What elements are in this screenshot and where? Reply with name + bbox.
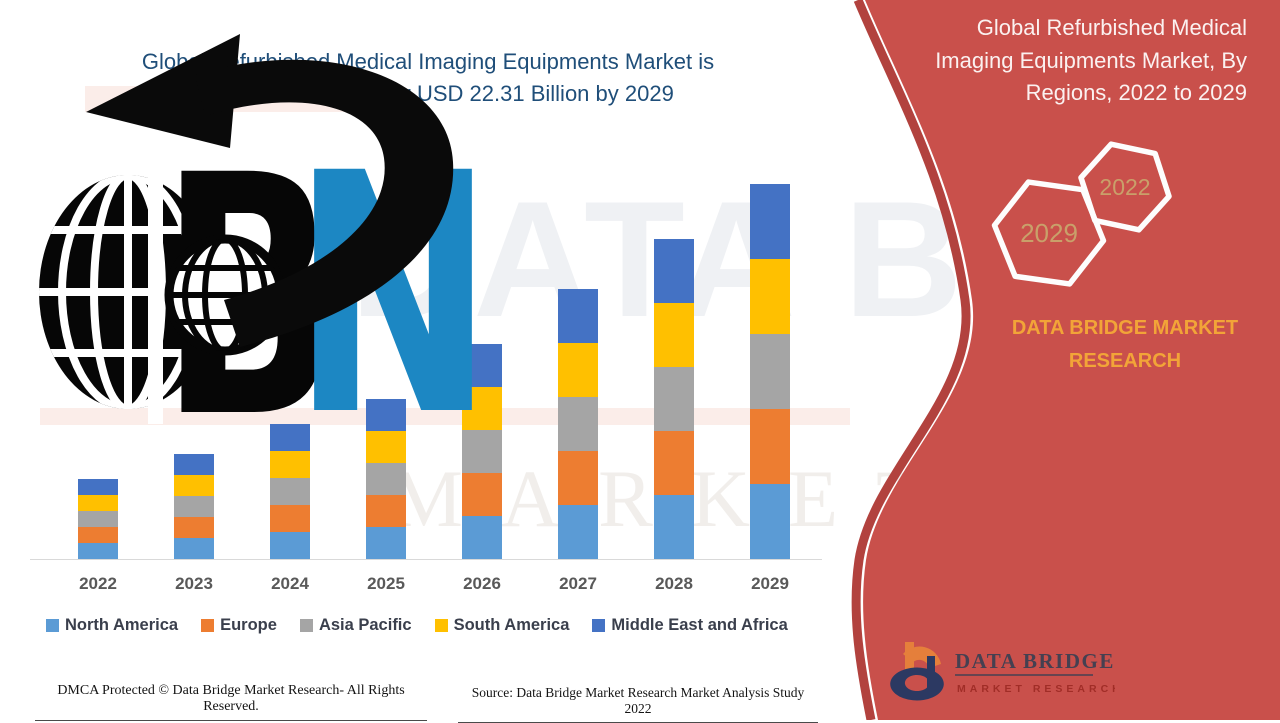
side-panel-background: [863, 0, 1280, 720]
bar-segment-2029-middle-east-and-africa: [750, 184, 790, 259]
bar-segment-2024-south-america: [270, 451, 310, 478]
legend-label: Asia Pacific: [318, 616, 412, 634]
bar-segment-2022-asia-pacific: [78, 511, 118, 527]
bar-segment-2027-asia-pacific: [558, 397, 598, 451]
bar-segment-2027-europe: [558, 451, 598, 505]
side-panel-title-line1: Global Refurbished Medical: [976, 15, 1247, 40]
hexagon-2022: [1078, 141, 1172, 233]
source-note: Source: Data Bridge Market Research Mark…: [458, 685, 818, 723]
bar-segment-2025-asia-pacific: [366, 463, 406, 495]
legend-swatch: [434, 619, 448, 632]
bar-segment-2029-south-america: [750, 259, 790, 334]
bar-segment-2025-north-america: [366, 527, 406, 559]
x-axis-label-2023: 2023: [175, 574, 213, 593]
x-axis-label-2024: 2024: [271, 574, 309, 593]
dmca-notice: DMCA Protected © Data Bridge Market Rese…: [35, 683, 427, 721]
bar-segment-2026-south-america: [462, 387, 502, 430]
x-axis-line: [30, 559, 822, 560]
hexagon-2022-label: 2022: [1099, 174, 1150, 200]
bar-segment-2024-asia-pacific: [270, 478, 310, 505]
bar-segment-2028-europe: [654, 431, 694, 495]
bar-segment-2029-europe: [750, 409, 790, 484]
bar-segment-2023-asia-pacific: [174, 496, 214, 517]
bar-segment-2025-south-america: [366, 431, 406, 463]
bar-segment-2024-north-america: [270, 532, 310, 559]
x-axis-label-2027: 2027: [559, 574, 597, 593]
side-panel-edge: [851, 0, 971, 720]
bar-segment-2026-asia-pacific: [462, 430, 502, 473]
bar-segment-2023-europe: [174, 517, 214, 538]
hexagon-2029-label: 2029: [1020, 218, 1078, 248]
bar-segment-2025-europe: [366, 495, 406, 527]
panel-brand-text: DATA BRIDGE MARKET RESEARCH: [955, 312, 1280, 378]
arrow-icon: [86, 34, 454, 347]
legend-label: Europe: [220, 616, 277, 634]
bar-segment-2024-europe: [270, 505, 310, 532]
bar-segment-2022-south-america: [78, 495, 118, 511]
bar-segment-2022-north-america: [78, 543, 118, 559]
legend-item-north-america: North America: [46, 616, 178, 635]
legend-swatch: [201, 619, 215, 632]
x-axis-labels: 2022 2023 2024 2025 2026 2027 2028 2029: [79, 574, 789, 593]
side-panel-title-line2: Imaging Equipments Market, By: [935, 47, 1247, 73]
year-hexagons: 2022 2029: [991, 141, 1172, 287]
bar-segment-2022-middle-east-and-africa: [78, 479, 118, 495]
bar-segment-2028-north-america: [654, 495, 694, 559]
bar-segment-2027-north-america: [558, 505, 598, 559]
stacked-bar-chart: [78, 184, 790, 559]
legend-label: South America: [453, 616, 570, 634]
footer-logo-name: DATA BRIDGE: [955, 649, 1115, 673]
bar-segment-2024-middle-east-and-africa: [270, 424, 310, 451]
bar-segment-2026-middle-east-and-africa: [462, 344, 502, 387]
bar-segment-2028-south-america: [654, 303, 694, 367]
bar-segment-2029-north-america: [750, 484, 790, 559]
panel-brand-line1: DATA BRIDGE MARKET: [1011, 317, 1239, 339]
bar-segment-2027-south-america: [558, 343, 598, 397]
bar-segment-2023-north-america: [174, 538, 214, 559]
panel-brand-line2: RESEARCH: [1068, 350, 1182, 372]
legend-swatch: [299, 619, 313, 632]
bar-segment-2023-south-america: [174, 475, 214, 496]
bar-segment-2023-middle-east-and-africa: [174, 454, 214, 475]
logo-gap: [148, 162, 163, 424]
bar-segment-2028-asia-pacific: [654, 367, 694, 431]
legend-swatch: [46, 619, 59, 632]
footer-logo-subtitle: MARKET RESEARCH: [957, 683, 1115, 695]
legend-swatch: [592, 619, 606, 632]
legend-label: North America: [65, 616, 179, 634]
legend-label: Middle East and Africa: [611, 616, 788, 634]
bar-segment-2025-middle-east-and-africa: [366, 399, 406, 431]
bar-segment-2026-north-america: [462, 516, 502, 559]
x-axis-label-2028: 2028: [655, 574, 693, 593]
bar-segment-2027-middle-east-and-africa: [558, 289, 598, 343]
x-axis-label-2029: 2029: [751, 574, 789, 593]
bar-segment-2028-middle-east-and-africa: [654, 239, 694, 303]
hexagon-2029: [991, 179, 1107, 287]
side-panel-title: Global Refurbished Medical Imaging Equip…: [847, 12, 1247, 110]
x-axis-label-2025: 2025: [367, 574, 405, 593]
bar-segment-2022-europe: [78, 527, 118, 543]
bar-segment-2026-europe: [462, 473, 502, 516]
side-panel-title-line3: Regions, 2022 to 2029: [1025, 80, 1247, 105]
x-axis-label-2026: 2026: [463, 574, 501, 593]
legend-item-asia-pacific: Asia Pacific: [299, 616, 412, 635]
databridge-main-logo: B N: [39, 34, 494, 430]
databridge-logo-icon: [890, 642, 944, 701]
legend-item-europe: Europe: [201, 616, 277, 635]
bar-segment-2029-asia-pacific: [750, 334, 790, 409]
databridge-footer-logo: DATA BRIDGE MARKET RESEARCH: [890, 642, 1115, 701]
chart-legend: North America Europe Asia Pacific South Ame…: [46, 616, 836, 635]
legend-item-south-america: South America: [434, 616, 570, 635]
legend-item-middle-east-and-africa: Middle East and Africa: [592, 616, 788, 635]
logo-shadow-band: [40, 408, 850, 425]
x-axis-label-2022: 2022: [79, 574, 117, 593]
